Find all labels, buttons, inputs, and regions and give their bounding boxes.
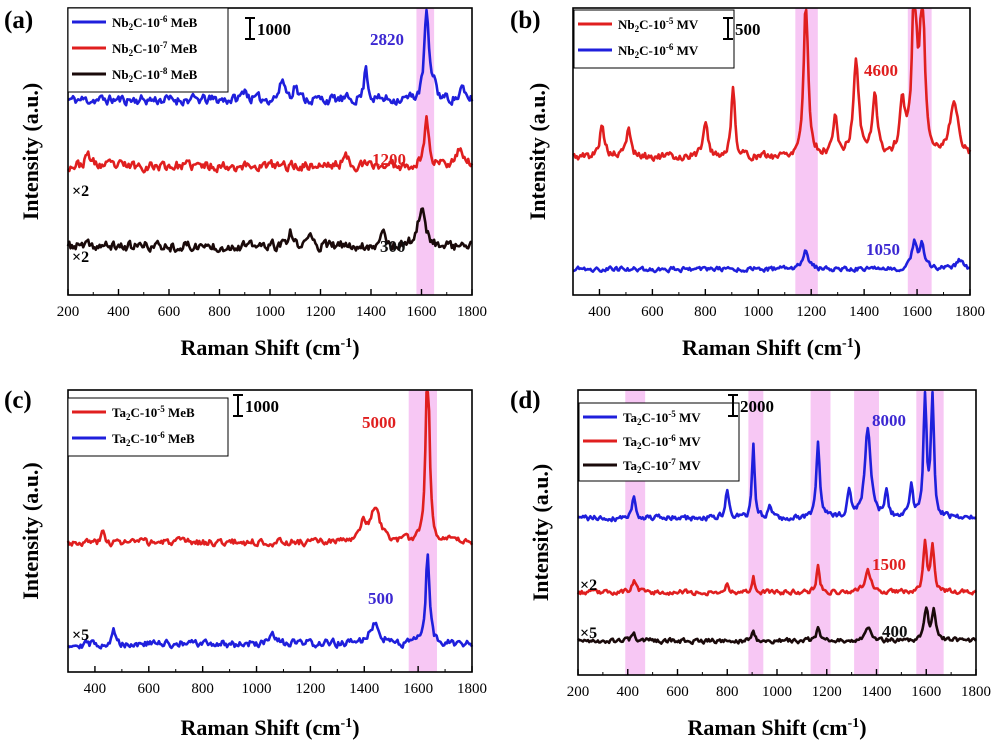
x-tick-label: 1600: [911, 684, 941, 700]
peak-intensity-label: 500: [368, 589, 394, 608]
series-line-2: [66, 207, 473, 254]
x-tick-label: 1000: [762, 684, 792, 700]
chart-panel-d: 200 400 600 800 1000 1200 1400 1600 1800 Raman Sh…: [510, 387, 991, 740]
x-tick-label: 400: [84, 681, 107, 697]
y-axis-title: Intensity (a.u.): [525, 83, 550, 221]
legend-entry: Ta2C-10-5 MV: [623, 409, 701, 427]
y-axis-title: Intensity (a.u.): [18, 83, 43, 221]
panel-label: (d): [510, 387, 541, 414]
highlight-band: [748, 390, 764, 675]
scale-bar-label: 2000: [740, 397, 774, 416]
x-tick-label: 1800: [457, 304, 487, 320]
legend-entry: Nb2C-10-8 MeB: [112, 66, 198, 84]
x-axis-title: Raman Shift (cm-1): [180, 335, 359, 360]
panel-label: (a): [4, 7, 33, 34]
x-tick-label: 400: [107, 304, 130, 320]
x-tick-label: 1000: [743, 304, 773, 320]
series-line-0: [577, 390, 977, 523]
x-tick-label: 800: [208, 304, 231, 320]
legend-box: [573, 9, 735, 69]
peak-intensity-label: 5000: [362, 413, 396, 432]
series-line-1: [66, 115, 474, 174]
multiplier-label: ×2: [580, 577, 597, 594]
x-tick-label: 200: [567, 684, 590, 700]
x-tick-label: 1600: [902, 304, 932, 320]
x-tick-label: 400: [588, 304, 611, 320]
series-line-2: [577, 606, 977, 646]
peak-intensity-label: 1200: [372, 150, 406, 169]
x-tick-label: 600: [138, 681, 161, 697]
peak-intensity-label: 300: [380, 237, 406, 256]
legend-entry: Ta2C-10-6 MeB: [112, 430, 195, 448]
panel-label: (b): [510, 7, 541, 34]
x-tick-label: 1800: [961, 684, 991, 700]
series-line-1: [572, 238, 971, 274]
legend-entry: Nb2C-10-7 MeB: [112, 40, 198, 58]
plot-frame: [572, 7, 971, 296]
x-tick-label: 1600: [403, 681, 433, 697]
series-line-1: [576, 538, 977, 597]
multiplier-label: ×5: [580, 625, 597, 642]
peak-intensity-label: 1500: [872, 555, 906, 574]
scale-bar-label: 1000: [257, 20, 291, 39]
x-tick-label: 1400: [356, 304, 386, 320]
peak-intensity-label: 1050: [866, 240, 900, 259]
legend-entry: Nb2C-10-5 MV: [618, 16, 699, 34]
x-tick-label: 1000: [255, 304, 285, 320]
legend-box: [67, 397, 229, 457]
peak-intensity-label: 8000: [872, 411, 906, 430]
x-tick-label: 800: [694, 304, 717, 320]
chart-panel-b: 400 600 800 1000 1200 1400 1600 1800 Raman Shift…: [510, 7, 985, 360]
x-tick-label: 1400: [862, 684, 892, 700]
legend-entry: Ta2C-10-6 MV: [623, 433, 701, 451]
x-axis-title: Raman Shift (cm-1): [180, 715, 359, 740]
multiplier-label: ×2: [72, 183, 89, 200]
x-tick-label: 1400: [849, 304, 879, 320]
x-tick-label: 400: [617, 684, 640, 700]
chart-panel-c: 400 600 800 1000 1200 1400 1600 1800 Raman Shift…: [4, 387, 487, 740]
x-tick-label: 1000: [242, 681, 272, 697]
plot-frame: [67, 389, 473, 673]
series-line-0: [572, 8, 972, 162]
peak-intensity-label: 400: [882, 622, 908, 641]
highlight-band: [810, 390, 831, 675]
highlight-band: [795, 8, 818, 295]
x-tick-label: 600: [158, 304, 181, 320]
x-tick-label: 800: [716, 684, 739, 700]
panel-label: (c): [4, 387, 32, 414]
peak-intensity-label: 4600: [864, 61, 898, 80]
x-axis-title: Raman Shift (cm-1): [687, 715, 866, 740]
multiplier-label: ×5: [72, 627, 89, 644]
x-tick-label: 1200: [306, 304, 336, 320]
x-tick-label: 200: [57, 304, 80, 320]
x-tick-label: 800: [191, 681, 214, 697]
x-tick-label: 1200: [796, 304, 826, 320]
x-tick-label: 600: [666, 684, 689, 700]
x-tick-label: 600: [641, 304, 664, 320]
scale-bar-label: 1000: [245, 397, 279, 416]
y-axis-title: Intensity (a.u.): [528, 464, 553, 602]
x-tick-label: 1400: [349, 681, 379, 697]
peak-intensity-label: 2820: [370, 30, 404, 49]
legend-entry: Nb2C-10-6 MeB: [112, 14, 198, 32]
x-tick-label: 1800: [457, 681, 487, 697]
x-tick-label: 1800: [955, 304, 985, 320]
series-line-1: [67, 553, 474, 650]
multiplier-label: ×2: [72, 249, 89, 266]
y-axis-title: Intensity (a.u.): [18, 462, 43, 600]
legend-entry: Ta2C-10-5 MeB: [112, 404, 195, 422]
legend-entry: Ta2C-10-7 MV: [623, 457, 701, 475]
x-tick-label: 1200: [295, 681, 325, 697]
series-line-0: [67, 8, 474, 107]
x-tick-label: 1600: [407, 304, 437, 320]
legend-entry: Nb2C-10-6 MV: [618, 42, 699, 60]
scale-bar-label: 500: [735, 20, 761, 39]
series-line-0: [66, 390, 474, 548]
chart-panel-a: 200 400 600 800 1000 1200 1400 1600 1800 Raman Sh…: [4, 7, 487, 360]
x-tick-label: 1200: [812, 684, 842, 700]
x-axis-title: Raman Shift (cm-1): [682, 335, 861, 360]
